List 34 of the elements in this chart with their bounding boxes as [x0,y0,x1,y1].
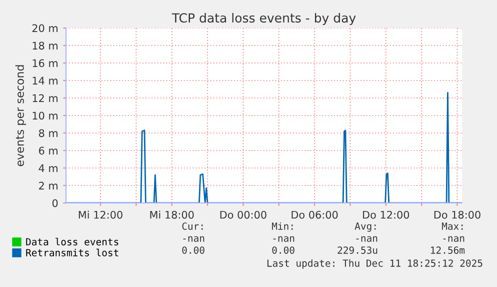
y-tick-label: 10 m [32,112,58,120]
text: 12.56m [431,246,465,254]
x-tick-label: Mi 18:00 [150,210,194,219]
x-tick-label: Mi 12:00 [78,210,122,219]
y-tick-label: 6 m [39,146,58,155]
chart-title: TCP data loss events - by day [172,12,356,26]
x-tick-label: Do 00:00 [220,210,266,219]
legend-label: Retransmits lost [26,248,118,256]
text: 0.00 [182,246,204,254]
y-tick-label: 8 m [38,129,58,138]
text: Max: [442,222,463,230]
text: Min: [272,222,293,230]
y-tick-label: 0 [52,199,58,208]
text: Cur: [182,222,203,230]
y-tick-label: 18 m [32,42,58,50]
y-tick-label: 16 m [32,59,58,68]
y-tick-label: 4 m [38,164,58,172]
y-tick-label: 12 m [32,94,58,102]
text: -nan [273,236,294,242]
y-axis-title: events per second [15,65,26,166]
text: 0.00 [272,246,294,254]
y-tick-label: 20 m [32,24,58,32]
text: Avg: [354,222,376,232]
text: 229.53u [338,246,378,254]
x-tick-label: Do 18:00 [434,210,480,219]
y-tick-label: 2 m [39,182,58,190]
legend-label: Data loss events [26,238,118,246]
text: -nan [356,236,378,242]
y-tick-label: 14 m [32,76,58,84]
text: Last update: Thu Dec 11 18:25:12 2025 [267,259,482,269]
x-tick-label: Do 12:00 [363,210,410,219]
text: -nan [443,236,464,242]
text: -nan [183,236,204,242]
x-tick-label: Do 06:00 [292,210,338,219]
